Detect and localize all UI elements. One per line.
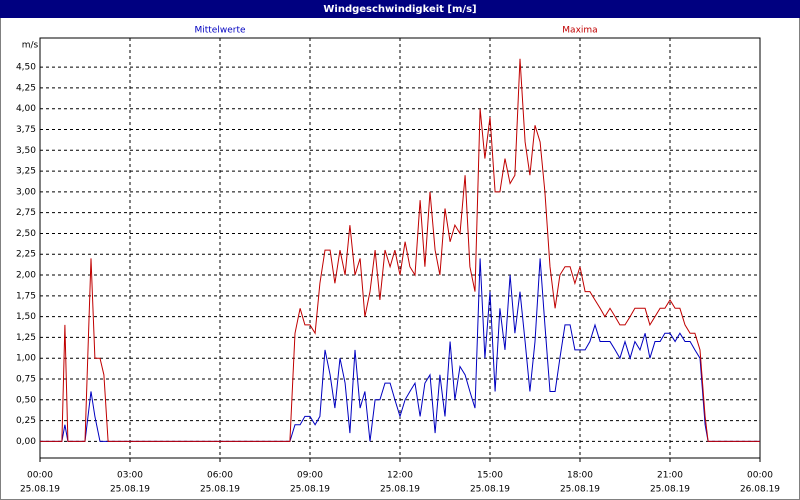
y-tick-label: 3,00 bbox=[16, 187, 36, 197]
legend-entry: Mittelwerte bbox=[194, 26, 245, 36]
y-tick-label: 4,25 bbox=[16, 83, 36, 93]
x-tick-date: 25.08.19 bbox=[650, 485, 690, 495]
chart-title: Windgeschwindigkeit [m/s] bbox=[323, 4, 476, 15]
y-tick-label: 4,50 bbox=[16, 63, 36, 73]
y-tick-label: 2,00 bbox=[16, 271, 36, 281]
x-tick-label: 18:00 bbox=[567, 471, 593, 481]
y-tick-label: 0,25 bbox=[16, 416, 36, 426]
series-line bbox=[40, 58, 760, 442]
y-tick-label: 0,50 bbox=[16, 395, 36, 405]
x-tick-label: 00:00 bbox=[27, 471, 53, 481]
x-tick-label: 00:00 bbox=[747, 471, 773, 481]
y-tick-label: 1,50 bbox=[16, 312, 36, 322]
x-tick-label: 21:00 bbox=[657, 471, 683, 481]
y-axis-label: m/s bbox=[22, 41, 39, 51]
y-tick-label: 1,00 bbox=[16, 354, 36, 364]
y-tick-label: 3,75 bbox=[16, 125, 36, 135]
y-tick-label: 0,75 bbox=[16, 374, 36, 384]
x-tick-date: 25.08.19 bbox=[200, 485, 240, 495]
x-tick-date: 25.08.19 bbox=[110, 485, 150, 495]
y-tick-label: 2,25 bbox=[16, 250, 36, 260]
y-tick-label: 4,00 bbox=[16, 104, 36, 114]
x-tick-label: 12:00 bbox=[387, 471, 413, 481]
legend-entry: Maxima bbox=[562, 26, 597, 36]
x-tick-date: 26.08.19 bbox=[740, 485, 780, 495]
x-tick-label: 15:00 bbox=[477, 471, 503, 481]
y-tick-label: 2,75 bbox=[16, 208, 36, 218]
y-tick-label: 1,75 bbox=[16, 291, 36, 301]
y-tick-label: 3,50 bbox=[16, 146, 36, 156]
y-tick-label: 2,50 bbox=[16, 229, 36, 239]
y-tick-label: 1,25 bbox=[16, 333, 36, 343]
x-tick-date: 25.08.19 bbox=[20, 485, 60, 495]
x-tick-date: 25.08.19 bbox=[470, 485, 510, 495]
x-tick-label: 03:00 bbox=[117, 471, 143, 481]
x-tick-label: 06:00 bbox=[207, 471, 233, 481]
y-tick-label: 3,25 bbox=[16, 167, 36, 177]
x-tick-date: 25.08.19 bbox=[380, 485, 420, 495]
series-line bbox=[40, 258, 760, 442]
x-tick-date: 25.08.19 bbox=[290, 485, 330, 495]
y-tick-label: 0,00 bbox=[16, 437, 36, 447]
x-tick-label: 09:00 bbox=[297, 471, 323, 481]
x-tick-date: 25.08.19 bbox=[560, 485, 600, 495]
title-bar bbox=[0, 0, 800, 18]
